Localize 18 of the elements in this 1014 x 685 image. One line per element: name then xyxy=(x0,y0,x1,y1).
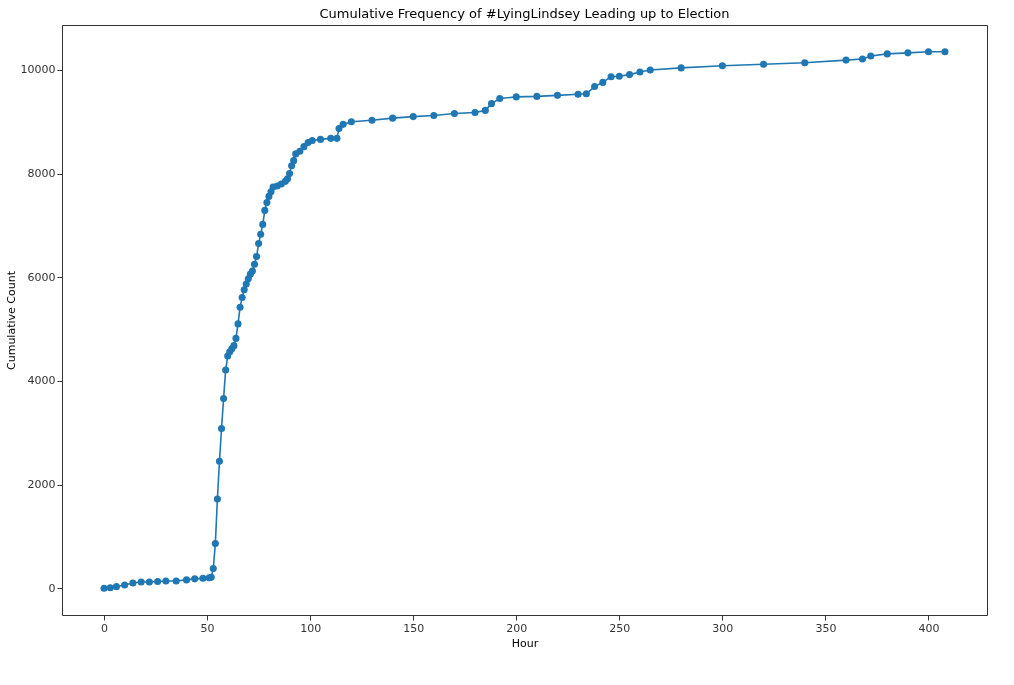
x-tick-label: 50 xyxy=(200,621,215,635)
y-tick-label: 4000 xyxy=(27,374,56,388)
x-tick-label: 250 xyxy=(609,621,631,635)
y-axis-title: Cumulative Count xyxy=(4,270,18,370)
y-tick-label: 0 xyxy=(48,581,56,595)
x-tick-label: 100 xyxy=(300,621,322,635)
y-tick-label: 6000 xyxy=(27,270,56,284)
x-tick-label: 200 xyxy=(506,621,528,635)
x-tick-label: 0 xyxy=(101,621,109,635)
x-tick-label: 350 xyxy=(815,621,837,635)
y-tick-label: 8000 xyxy=(27,167,56,181)
y-tick-label: 10000 xyxy=(20,63,56,77)
y-tick-label: 2000 xyxy=(27,478,56,492)
x-tick-label: 300 xyxy=(712,621,734,635)
x-axis-title: Hour xyxy=(511,636,539,650)
x-tick-label: 400 xyxy=(918,621,940,635)
x-tick-label: 150 xyxy=(403,621,425,635)
chart-title: Cumulative Frequency of #LyingLindsey Leading up to Election xyxy=(319,6,730,21)
